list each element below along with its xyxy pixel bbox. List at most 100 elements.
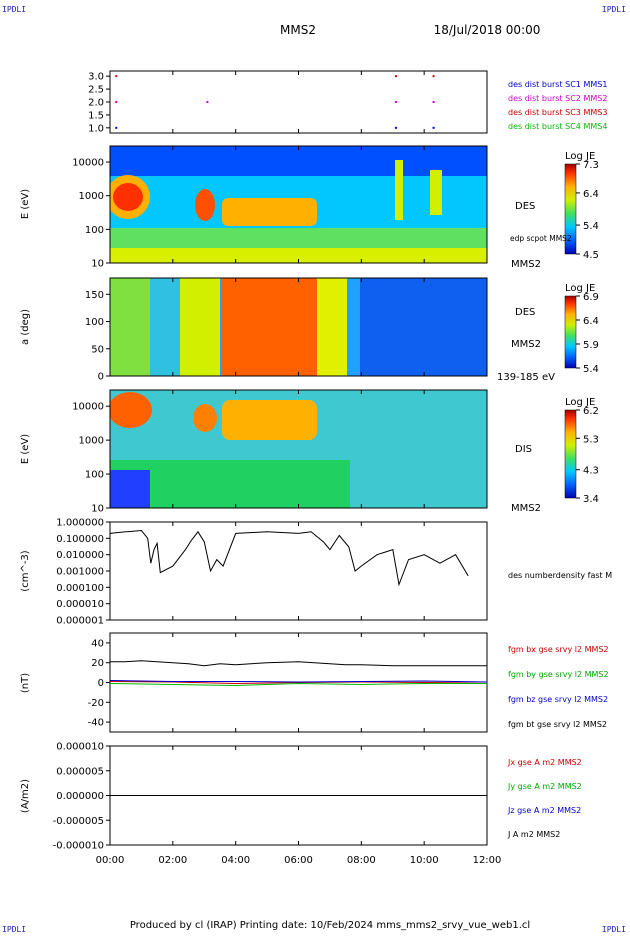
burst-legend-entry: des dist burst SC2 MMS2	[508, 94, 607, 103]
colorbar-tick-label: 6.4	[583, 316, 599, 327]
corner-logo-bottom-left: IPDLI	[2, 925, 26, 934]
colorbar-tick-label: 5.4	[583, 364, 599, 375]
ytick-label: 10000	[72, 158, 104, 169]
ytick-label: 0.010000	[56, 550, 104, 561]
des-energy-ylabel: E (eV)	[20, 189, 31, 219]
ytick-label: 3.0	[88, 72, 104, 83]
dis-energy-instrument: DIS	[515, 444, 532, 455]
xtick-label: 00:00	[96, 855, 125, 866]
ytick-label: 0.000001	[56, 616, 104, 627]
colorbar-tick-label: 5.4	[583, 221, 599, 232]
xtick-label: 12:00	[473, 855, 502, 866]
ytick-label: 0.100000	[56, 534, 104, 545]
des-pitch-ylabel: a (deg)	[20, 309, 31, 345]
panel-density-frame	[110, 522, 487, 620]
ytick-label: 40	[91, 638, 104, 649]
panel-des-pitch: 150 100 50 0 6.9 6.4 5.9 5.4	[85, 278, 599, 383]
dis-energy-hot-3	[222, 400, 317, 440]
xtick-label: 10:00	[410, 855, 439, 866]
panel-bfield-legend: fgm bx gse srvy l2 MMS2 fgm by gse srvy l…	[508, 645, 609, 729]
ytick-label: 10	[91, 259, 104, 270]
header-datetime: 18/Jul/2018 00:00	[434, 23, 541, 37]
pitch-band-3	[180, 278, 220, 376]
burst-mark	[206, 101, 208, 103]
panel-bfield: 40200-20-40 fgm bx gse srvy l2 MMS2fgm b…	[88, 633, 609, 732]
burst-mark	[395, 101, 397, 103]
dis-energy-ylabel: E (eV)	[20, 434, 31, 464]
pitch-band-1	[110, 278, 150, 376]
des-pitch-colorbar	[565, 296, 576, 368]
density-ylabel: (cm^-3)	[20, 550, 31, 591]
des-energy-burst-2	[430, 170, 442, 215]
ytick-label: 1.000000	[56, 518, 104, 529]
ytick-label: -40	[88, 718, 104, 729]
ytick-label: 0.000010	[56, 599, 104, 610]
des-energy-instrument: DES	[515, 201, 535, 212]
burst-legend-entry: des dist burst SC1 MMS1	[508, 80, 607, 89]
ytick-label: 1.5	[88, 110, 104, 121]
colorbar-tick-label: 5.3	[583, 434, 599, 445]
colorbar-tick-label: 5.9	[583, 340, 599, 351]
ytick-label: -20	[88, 698, 104, 709]
des-energy-hot-2	[195, 189, 215, 221]
ytick-label: 100	[85, 470, 104, 481]
xtick-label: 06:00	[284, 855, 313, 866]
des-pitch-energy-range: 139-185 eV	[497, 372, 555, 383]
dis-energy-hot-2	[193, 404, 217, 432]
des-energy-burst-1	[395, 160, 403, 220]
summary-plot: IPDLI IPDLI IPDLI IPDLI MMS2 18/Jul/2018…	[0, 0, 630, 934]
burst-mark	[433, 75, 435, 77]
des-energy-colorbar-ticks: 7.3 6.4 5.4 4.5	[576, 160, 599, 261]
ytick-label: 2.0	[88, 98, 104, 109]
density-legend: des numberdensity fast M	[508, 571, 612, 580]
des-pitch-instrument: DES	[515, 307, 535, 318]
ytick-label: 150	[85, 290, 104, 301]
ytick-label: 0.000100	[56, 583, 104, 594]
colorbar-tick-label: 6.4	[583, 189, 599, 200]
burst-mark	[115, 127, 117, 129]
bfield-legend-entry: fgm bt gse srvy l2 MMS2	[508, 720, 607, 729]
time-axis: 00:00 02:00 04:00 06:00 08:00 10:00 12:00	[96, 855, 502, 866]
colorbar-tick-label: 4.5	[583, 250, 599, 261]
dis-energy-colorbar-ticks: 6.25.34.33.4	[576, 406, 599, 505]
burst-mark	[395, 75, 397, 77]
panel-current: 0.000010 0.000005 0.000000 -0.000005 -0.0000…	[53, 742, 582, 852]
burst-legend-entry: des dist burst SC4 MMS4	[508, 122, 607, 131]
ytick-label: -0.000005	[53, 816, 104, 827]
xtick-label: 02:00	[158, 855, 187, 866]
des-energy-hot-3	[222, 198, 317, 226]
bfield-ylabel: (nT)	[20, 673, 31, 693]
ytick-label: 1.0	[88, 123, 104, 134]
pitch-band-5	[317, 278, 347, 376]
panel-burst: 3.0 2.5 2.01.5 1.0 des dist burst SC1 MMS1 d…	[88, 71, 607, 134]
bfield-legend-entry: fgm bz gse srvy l2 MMS2	[508, 695, 608, 704]
ytick-label: 10	[91, 504, 104, 515]
ytick-label: 0.000010	[56, 742, 104, 753]
current-legend-entry: J A m2 MMS2	[507, 830, 560, 839]
corner-logo-top-left: IPDLI	[2, 5, 26, 14]
des-energy-spacecraft: MMS2	[511, 259, 541, 270]
des-pitch-spacecraft: MMS2	[511, 339, 541, 350]
pitch-band-2	[150, 278, 180, 376]
ytick-label: 50	[91, 344, 104, 355]
current-legend-entry: Jz gse A m2 MMS2	[507, 806, 581, 815]
colorbar-tick-label: 4.3	[583, 466, 599, 477]
burst-mark	[115, 75, 117, 77]
ytick-label: 100	[85, 225, 104, 236]
corner-logo-top-right: IPDLI	[602, 5, 626, 14]
current-legend-entry: Jy gse A m2 MMS2	[507, 782, 582, 791]
ytick-label: 2.5	[88, 85, 104, 96]
burst-mark	[433, 127, 435, 129]
ytick-label: -0.000010	[53, 841, 104, 852]
burst-mark	[395, 127, 397, 129]
ytick-label: 0.000005	[56, 766, 104, 777]
xtick-label: 04:00	[221, 855, 250, 866]
ytick-label: 0	[98, 678, 104, 689]
panel-current-legend: Jx gse A m2 MMS2Jy gse A m2 MMS2Jz gse A…	[507, 758, 582, 839]
ytick-label: 0.000000	[56, 791, 104, 802]
ytick-label: 0	[98, 372, 104, 383]
ytick-label: 10000	[72, 402, 104, 413]
ytick-label: 1000	[79, 436, 104, 447]
des-pitch-colorbar-title: Log JE	[565, 283, 595, 294]
footer-credit: Produced by cl (IRAP) Printing date: 10/…	[130, 920, 530, 931]
